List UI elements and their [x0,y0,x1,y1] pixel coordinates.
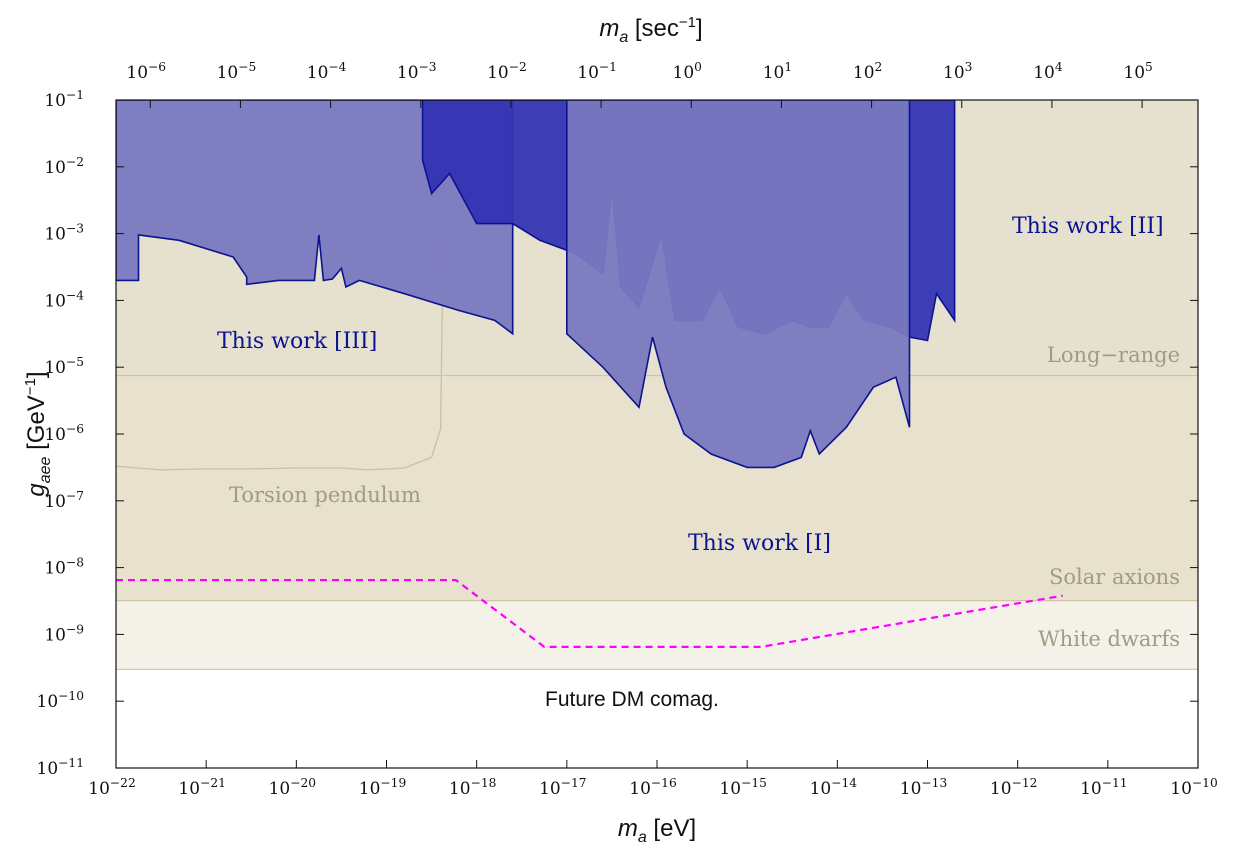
y-tick-label: 10−8 [44,556,84,579]
top-tick-label: 10−1 [577,60,617,83]
y-tick-label: 10−2 [44,155,84,178]
top-x-axis-label: ma [sec−1] [599,14,702,46]
x-axis-label: ma [eV] [618,815,696,846]
x-tick-label: 10−20 [269,776,316,799]
x-tick-label: 10−16 [629,776,677,799]
band-2 [116,600,1198,670]
exclusion-region-3 [566,100,911,469]
x-tick-label: 10−13 [900,776,947,799]
label-this-work-iii: This work [III] [217,329,377,354]
y-tick-label: 10−1 [44,88,84,111]
top-tick-label: 100 [673,60,702,83]
label-this-work-i: This work [I] [688,531,831,556]
x-tick-label: 10−22 [88,776,135,799]
band-1 [116,375,1198,601]
x-tick-label: 10−14 [810,776,858,799]
x-tick-label: 10−19 [359,776,406,799]
future-projection-line [116,579,1063,648]
y-tick-label: 10−3 [44,222,84,245]
y-tick-label: 10−5 [44,355,84,378]
label-this-work-ii: This work [II] [1012,214,1164,239]
top-tick-label: 105 [1123,60,1152,83]
label-torsion-pendulum: Torsion pendulum [229,483,421,507]
x-tick-label: 10−17 [539,776,586,799]
label-white-dwarfs: White dwarfs [1038,627,1180,651]
top-tick-label: 102 [853,60,882,83]
y-tick-label: 10−7 [44,489,84,512]
label-long-range: Long−range [1047,343,1180,367]
y-tick-label: 10−9 [44,622,84,645]
torsion-pendulum-curve [116,100,446,471]
top-tick-label: 10−2 [487,60,527,83]
y-tick-label: 10−4 [44,288,84,311]
y-tick-label: 10−10 [37,689,84,712]
top-tick-label: 103 [943,60,972,83]
x-tick-label: 10−10 [1170,776,1217,799]
top-tick-label: 101 [763,60,792,83]
x-tick-label: 10−21 [178,776,225,799]
y-axis-label: gaee [GeV−1] [22,371,54,496]
top-tick-label: 10−6 [126,60,166,83]
y-tick-label: 10−6 [44,422,84,445]
top-tick-label: 10−4 [307,60,347,83]
label-future-dm-comag: Future DM comag. [545,688,719,711]
x-tick-label: 10−11 [1080,776,1127,799]
label-solar-axions: Solar axions [1049,565,1180,589]
y-tick-label: 10−11 [37,756,84,779]
x-tick-label: 10−12 [990,776,1037,799]
exclusion-region-1 [116,100,514,336]
x-tick-label: 10−18 [449,776,496,799]
x-tick-label: 10−15 [719,776,766,799]
top-tick-label: 10−3 [397,60,437,83]
top-tick-label: 104 [1033,60,1063,83]
top-tick-label: 10−5 [217,60,257,83]
